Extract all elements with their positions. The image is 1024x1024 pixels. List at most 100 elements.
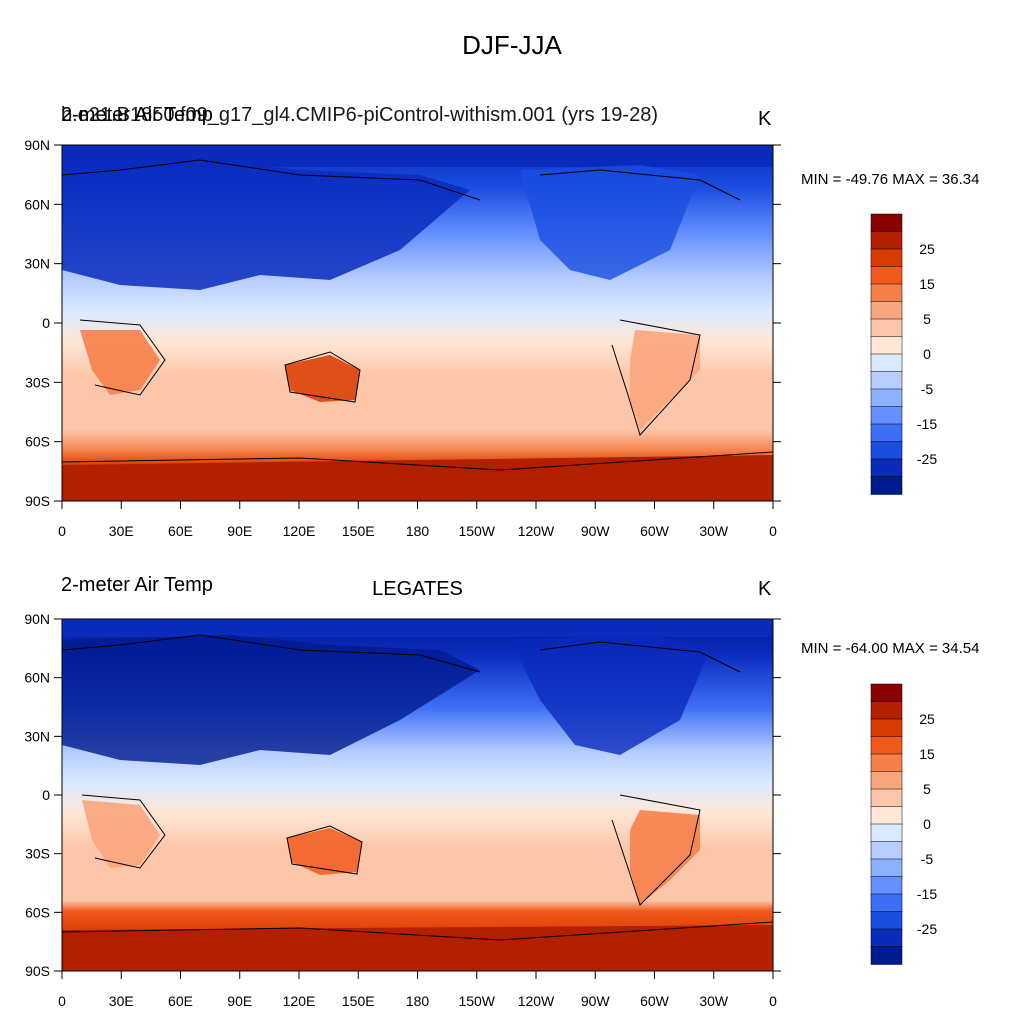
- panel1-eurasia-cold: [62, 160, 470, 290]
- lon-tick-label: 0: [769, 523, 777, 539]
- colorbar-swatch: [870, 406, 903, 425]
- colorbar-swatch: [870, 283, 903, 303]
- lon-tick-label: 150W: [458, 523, 495, 539]
- colorbar-label: -5: [921, 851, 934, 867]
- colorbar-label: -25: [917, 921, 937, 937]
- lon-tick-label: 0: [58, 993, 66, 1009]
- lon-tick-label: 60W: [640, 993, 670, 1009]
- panel1-africa-warm: [80, 330, 160, 395]
- colorbar-swatch: [870, 823, 903, 843]
- lon-tick-label: 90E: [227, 993, 252, 1009]
- panel1-map: [61, 144, 774, 502]
- colorbar-swatch: [870, 911, 903, 930]
- panel1-min-max: MIN = -49.76 MAX = 36.34: [801, 171, 980, 188]
- lon-tick-label: 120W: [518, 993, 555, 1009]
- colorbar-swatch: [870, 701, 903, 720]
- lon-tick-label: 150W: [458, 993, 495, 1009]
- lat-tick-label: 60S: [25, 434, 50, 450]
- lon-tick-label: 120E: [283, 993, 316, 1009]
- figure-title: DJF-JJA: [462, 30, 562, 60]
- colorbar-swatch: [870, 876, 903, 895]
- colorbar-swatch: [870, 353, 903, 373]
- colorbar-swatch: [870, 248, 903, 268]
- lon-tick-label: 60W: [640, 523, 670, 539]
- lon-tick-label: 180: [406, 523, 430, 539]
- panel2-antarctica: [62, 925, 773, 971]
- lat-tick-label: 90N: [24, 611, 50, 627]
- colorbar-label: 25: [919, 711, 935, 727]
- colorbar-swatch: [870, 423, 903, 443]
- colorbar-swatch: [870, 388, 903, 408]
- lon-tick-label: 90W: [581, 993, 611, 1009]
- lon-tick-label: 120W: [518, 523, 555, 539]
- panel2-coastlines: [61, 634, 774, 941]
- colorbar-swatch: [870, 266, 903, 285]
- colorbar-label: 15: [919, 276, 935, 292]
- lon-tick-label: 90E: [227, 523, 252, 539]
- panel2-namerica-cold: [510, 635, 710, 755]
- colorbar-swatch: [870, 893, 903, 913]
- colorbar-swatch: [870, 213, 903, 233]
- colorbar-swatch: [870, 753, 903, 773]
- colorbar-label: -15: [917, 886, 937, 902]
- lat-tick-label: 60S: [25, 904, 50, 920]
- lat-tick-label: 90S: [25, 963, 50, 979]
- colorbar-swatch: [870, 946, 903, 965]
- lon-tick-label: 30E: [109, 523, 134, 539]
- colorbar-swatch: [870, 841, 903, 860]
- lon-tick-label: 60E: [168, 993, 193, 1009]
- lat-tick-label: 30N: [24, 256, 50, 272]
- lat-tick-label: 0: [42, 787, 50, 803]
- panel2-africa-warm: [82, 800, 160, 868]
- panel2-units: K: [758, 578, 772, 600]
- panel2-australia-warm: [287, 828, 362, 875]
- lat-tick-label: 30N: [24, 728, 50, 744]
- lon-tick-label: 30E: [109, 993, 134, 1009]
- panel1-antarctica: [62, 455, 773, 501]
- panel2-polar-cap: [62, 619, 773, 637]
- panel2-eurasia-cold: [62, 635, 480, 765]
- lon-tick-label: 180: [406, 993, 430, 1009]
- colorbar-label: 0: [923, 816, 931, 832]
- panel1-units: K: [758, 108, 772, 130]
- panel1-samerica-warm: [630, 330, 700, 430]
- lat-tick-label: 30S: [25, 374, 50, 390]
- colorbar-label: -25: [917, 451, 937, 467]
- colorbar-label: -15: [917, 416, 937, 432]
- lon-tick-label: 30W: [699, 993, 729, 1009]
- lon-tick-label: 90W: [581, 523, 611, 539]
- lat-tick-label: 90S: [25, 493, 50, 509]
- colorbar-swatch: [870, 336, 903, 355]
- colorbars: 25 15 5 0 -5 -15 -25 25 15 5 0 -5 -15 -25: [870, 213, 937, 965]
- colorbar-swatch: [870, 476, 903, 495]
- colorbar-swatch: [870, 718, 903, 738]
- lon-tick-label: 0: [58, 523, 66, 539]
- lon-tick-label: 30W: [699, 523, 729, 539]
- lat-tick-label: 0: [42, 315, 50, 331]
- colorbar-label: 5: [923, 311, 931, 327]
- colorbar-swatch: [870, 301, 903, 320]
- lat-tick-label: 60N: [24, 196, 50, 212]
- lon-tick-label: 120E: [283, 523, 316, 539]
- colorbar-swatch: [870, 736, 903, 755]
- colorbar-swatch: [870, 928, 903, 948]
- panel2-dataset-title: LEGATES: [372, 578, 463, 600]
- colorbar-swatch: [870, 683, 903, 703]
- colorbar-swatch: [870, 788, 903, 808]
- lat-tick-label: 30S: [25, 846, 50, 862]
- colorbar-label: -5: [921, 381, 934, 397]
- colorbar-label: 25: [919, 241, 935, 257]
- panel2-variable-title: 2-meter Air Temp: [61, 574, 213, 596]
- panel1-case-title: b.e21.B1850.f09_g17_gl4.CMIP6-piControl-…: [61, 104, 658, 126]
- lat-tick-label: 60N: [24, 670, 50, 686]
- lon-tick-label: 150E: [342, 523, 375, 539]
- panel1-variable-title: 2-meter Air Temp: [61, 104, 213, 126]
- lon-tick-label: 150E: [342, 993, 375, 1009]
- colorbar-swatch: [870, 858, 903, 878]
- colorbar-swatch: [870, 806, 903, 825]
- panel2-map: [61, 618, 774, 972]
- colorbar-swatch: [870, 441, 903, 460]
- axis-ticks: 0 30E 60E 90E 120E 150E 180 150W 120W 90W 60W 30W 09…: [24, 137, 781, 1009]
- lon-tick-label: 60E: [168, 523, 193, 539]
- colorbar-label: 5: [923, 781, 931, 797]
